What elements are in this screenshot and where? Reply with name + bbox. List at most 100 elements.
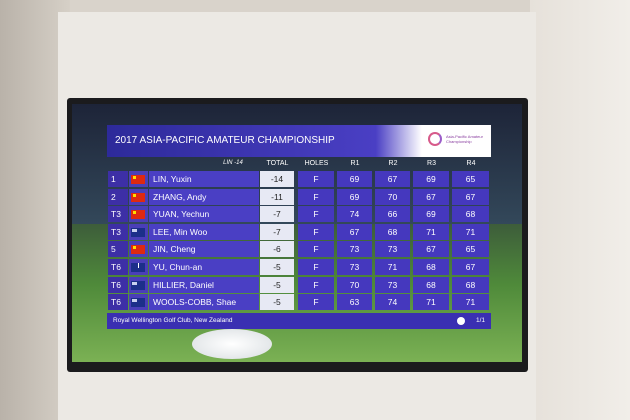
logo-text: Asia-Pacific Amateur Championship bbox=[446, 134, 483, 144]
flag bbox=[131, 298, 145, 308]
round-score: 68 bbox=[413, 259, 449, 275]
flag-cell bbox=[129, 188, 148, 205]
round-score: 73 bbox=[337, 241, 372, 258]
holes: F bbox=[298, 171, 334, 187]
holes: F bbox=[298, 294, 334, 311]
flag-cell bbox=[129, 206, 148, 223]
leader-label: LIN -14 bbox=[223, 160, 243, 166]
total-score: -5 bbox=[260, 276, 294, 293]
round-score: 71 bbox=[452, 223, 489, 240]
total-score: -14 bbox=[260, 171, 294, 187]
round-score: 69 bbox=[413, 206, 449, 223]
column-header: R3 bbox=[427, 160, 436, 167]
position: T6 bbox=[108, 294, 128, 311]
round-score: 66 bbox=[375, 206, 410, 223]
total-score: -5 bbox=[260, 294, 294, 311]
leaderboard-row: T6 WOOLS-COBB, Shae -5 F 63 74 71 71 bbox=[107, 294, 491, 311]
page-indicator bbox=[457, 317, 465, 325]
round-score: 69 bbox=[413, 171, 449, 187]
round-score: 71 bbox=[413, 223, 449, 240]
total-score: -11 bbox=[260, 188, 294, 205]
round-score: 71 bbox=[452, 294, 489, 311]
total-score: -7 bbox=[260, 206, 294, 223]
title-bar: 2017 ASIA-PACIFIC AMATEUR CHAMPIONSHIP A… bbox=[107, 125, 491, 157]
round-score: 68 bbox=[413, 276, 449, 293]
holes: F bbox=[298, 206, 334, 223]
flag bbox=[131, 175, 145, 184]
leaderboard-row: T3 LEE, Min Woo -7 F 67 68 71 71 bbox=[107, 223, 491, 241]
round-score: 68 bbox=[452, 206, 489, 223]
page-number: 1/1 bbox=[475, 317, 485, 324]
flag-star bbox=[133, 246, 136, 250]
holes: F bbox=[298, 188, 334, 205]
round-score: 67 bbox=[452, 259, 489, 275]
round-score: 70 bbox=[337, 276, 372, 293]
round-score: 74 bbox=[375, 294, 410, 311]
holes: F bbox=[298, 259, 334, 275]
column-header: HOLES bbox=[304, 160, 329, 167]
flag-cell bbox=[129, 259, 148, 275]
round-score: 73 bbox=[375, 276, 410, 293]
flag-part bbox=[132, 299, 137, 303]
player-name: HILLIER, Daniel bbox=[149, 276, 259, 293]
position: 5 bbox=[108, 241, 128, 258]
player-name: LEE, Min Woo bbox=[149, 223, 259, 240]
total-score: -5 bbox=[260, 259, 294, 275]
logo: Asia-Pacific Amateur Championship bbox=[422, 129, 488, 153]
round-score: 73 bbox=[337, 259, 372, 275]
total-score: -7 bbox=[260, 223, 294, 240]
golf-ball bbox=[192, 329, 272, 359]
round-score: 65 bbox=[452, 241, 489, 258]
flag bbox=[131, 227, 145, 237]
leaderboard-row: 1 LIN, Yuxin -14 F 69 67 69 65 bbox=[107, 171, 491, 188]
flag bbox=[131, 192, 145, 202]
player-name: JIN, Cheng bbox=[149, 241, 259, 258]
round-score: 74 bbox=[337, 206, 372, 223]
flag-cell bbox=[129, 294, 148, 311]
flag bbox=[131, 263, 145, 272]
round-score: 67 bbox=[337, 223, 372, 240]
flag bbox=[131, 280, 145, 290]
flag bbox=[131, 210, 145, 220]
position: T3 bbox=[108, 223, 128, 240]
player-name: WOOLS-COBB, Shae bbox=[149, 294, 259, 311]
leaderboard-row: T6 YU, Chun-an -5 F 73 71 68 67 bbox=[107, 259, 491, 276]
round-score: 69 bbox=[337, 171, 372, 187]
position: T6 bbox=[108, 276, 128, 293]
column-header: R4 bbox=[466, 160, 476, 167]
flag-part bbox=[132, 228, 137, 232]
round-score: 68 bbox=[452, 276, 489, 293]
position: 2 bbox=[108, 188, 128, 205]
flag-part bbox=[132, 281, 137, 285]
leaderboard-row: T6 HILLIER, Daniel -5 F 70 73 68 68 bbox=[107, 276, 491, 294]
leaderboard-row: 2 ZHANG, Andy -11 F 69 70 67 67 bbox=[107, 188, 491, 206]
round-score: 67 bbox=[413, 188, 449, 205]
round-score: 71 bbox=[375, 259, 410, 275]
column-header: TOTAL bbox=[266, 160, 289, 167]
flag-cell bbox=[129, 223, 148, 240]
flag-part bbox=[131, 263, 139, 268]
flag-cell bbox=[129, 171, 148, 187]
flag-cell bbox=[129, 276, 148, 293]
footer: Royal Wellington Golf Club, New Zealand … bbox=[107, 313, 491, 329]
round-score: 71 bbox=[413, 294, 449, 311]
player-name: YU, Chun-an bbox=[149, 259, 259, 275]
flag-star bbox=[133, 193, 136, 197]
player-name: YUAN, Yechun bbox=[149, 206, 259, 223]
flag bbox=[131, 245, 145, 255]
round-score: 63 bbox=[337, 294, 372, 311]
player-name: ZHANG, Andy bbox=[149, 188, 259, 205]
title: 2017 ASIA-PACIFIC AMATEUR CHAMPIONSHIP bbox=[115, 135, 335, 146]
round-score: 69 bbox=[337, 188, 372, 205]
round-score: 73 bbox=[375, 241, 410, 258]
logo-icon bbox=[428, 132, 442, 146]
holes: F bbox=[298, 223, 334, 240]
round-score: 65 bbox=[452, 171, 489, 187]
holes: F bbox=[298, 241, 334, 258]
round-score: 67 bbox=[413, 241, 449, 258]
position: 1 bbox=[108, 171, 128, 187]
round-score: 67 bbox=[452, 188, 489, 205]
position: T3 bbox=[108, 206, 128, 223]
leaderboard-row: T3 YUAN, Yechun -7 F 74 66 69 68 bbox=[107, 206, 491, 223]
wall bbox=[530, 0, 630, 420]
